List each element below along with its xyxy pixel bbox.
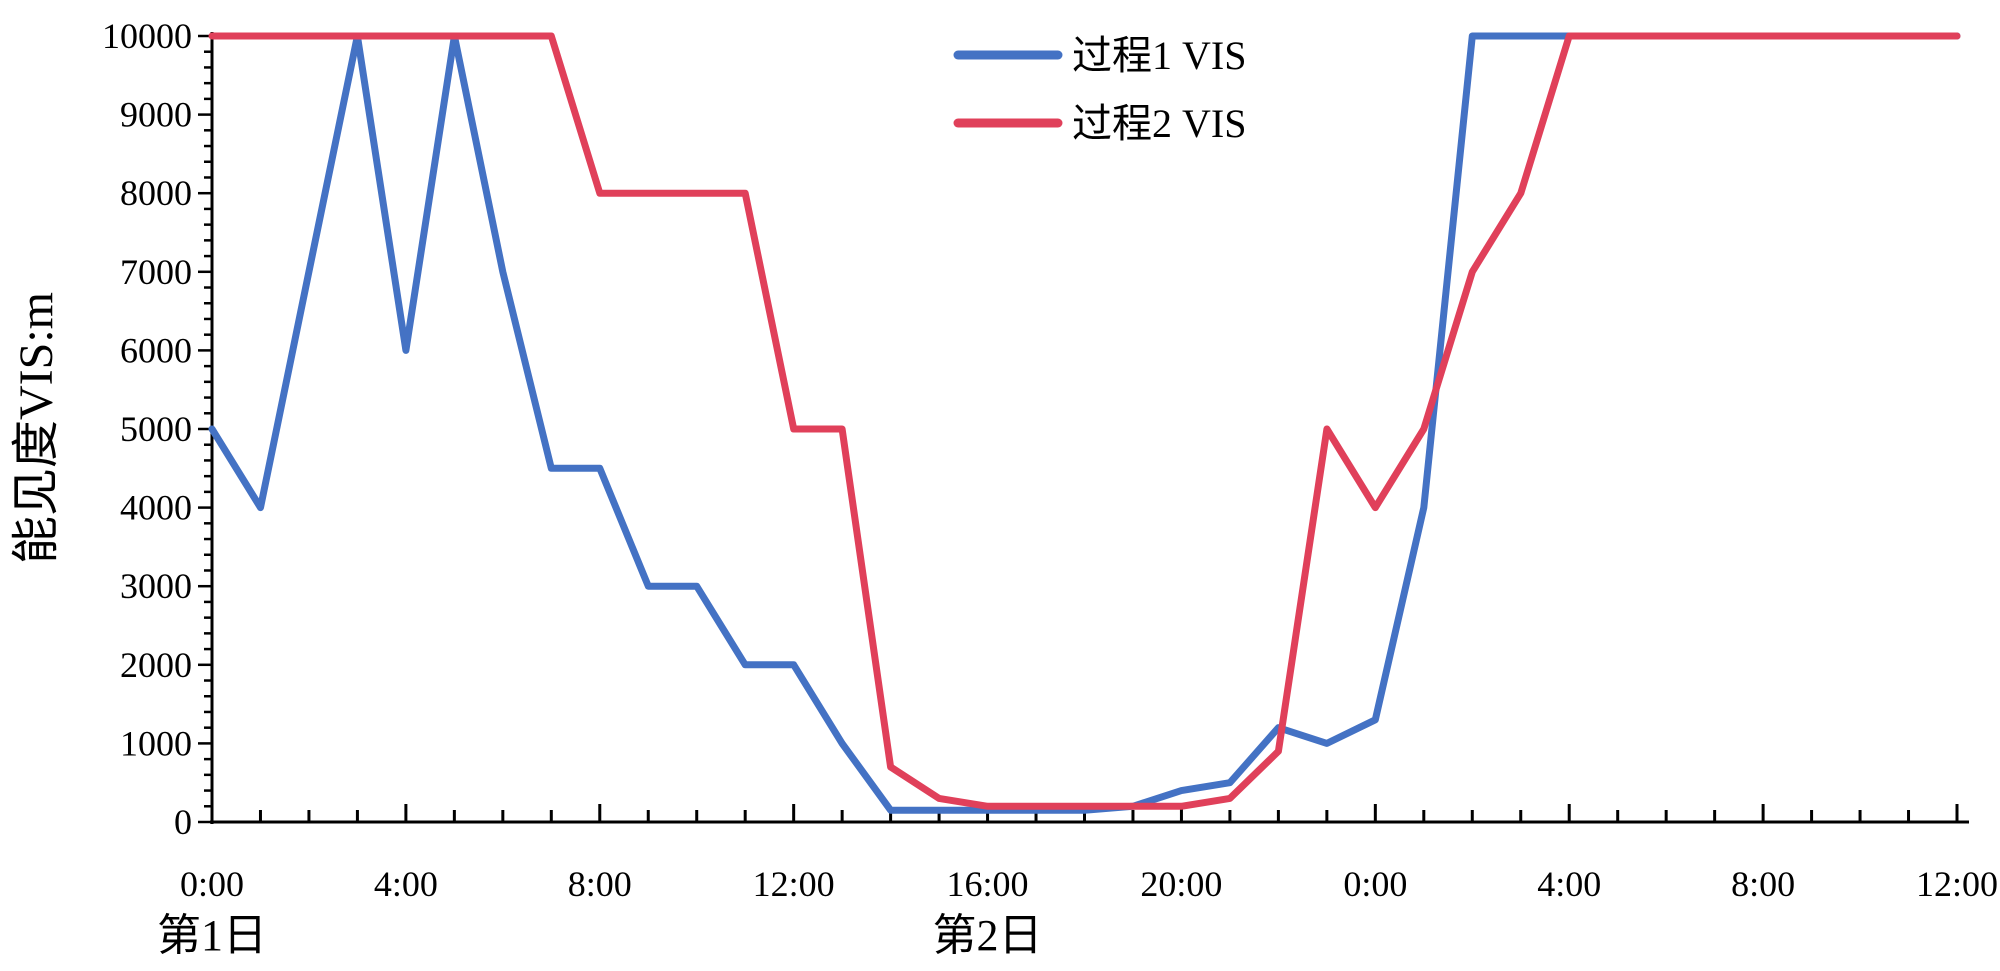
y-tick-label: 0 <box>174 802 192 842</box>
y-tick-label: 2000 <box>120 645 192 685</box>
y-axis-label: 能见度VIS:m <box>10 292 63 564</box>
series-line-1 <box>208 32 1961 814</box>
y-tick-label: 3000 <box>120 566 192 606</box>
legend: 过程1 VIS 过程2 VIS <box>953 33 1246 146</box>
x-tick-label: 8:00 <box>1731 864 1795 904</box>
y-tick-label: 6000 <box>120 330 192 370</box>
x-tick-label: 12:00 <box>753 864 835 904</box>
day-label: 第2日 <box>933 911 1043 960</box>
x-axis: 0:00 4:00 8:00 12:00 16:00 20:00 0:00 4:00 8:00 1… <box>157 804 1998 960</box>
series-line-2 <box>208 32 1961 810</box>
y-tick-label: 10000 <box>102 16 192 56</box>
x-tick-label: 8:00 <box>568 864 632 904</box>
x-tick-label: 4:00 <box>374 864 438 904</box>
x-tick-label: 16:00 <box>947 864 1029 904</box>
y-tick-label: 4000 <box>120 488 192 528</box>
y-tick-label: 8000 <box>120 173 192 213</box>
y-axis: 0 1000 2000 3000 4000 5000 6000 7000 8000 9000 100… <box>102 16 214 842</box>
y-tick-label: 9000 <box>120 95 192 135</box>
y-tick-label: 5000 <box>120 409 192 449</box>
legend-label-1: 过程1 VIS <box>1072 33 1246 78</box>
legend-label-2: 过程2 VIS <box>1072 101 1246 146</box>
x-tick-label: 12:00 <box>1916 864 1998 904</box>
x-tick-label: 20:00 <box>1140 864 1222 904</box>
day-label: 第1日 <box>157 911 267 960</box>
x-tick-label: 0:00 <box>180 864 244 904</box>
x-tick-label: 4:00 <box>1537 864 1601 904</box>
y-tick-label: 7000 <box>120 252 192 292</box>
y-tick-label: 1000 <box>120 723 192 763</box>
series-layer <box>208 32 1961 814</box>
x-tick-label: 0:00 <box>1343 864 1407 904</box>
